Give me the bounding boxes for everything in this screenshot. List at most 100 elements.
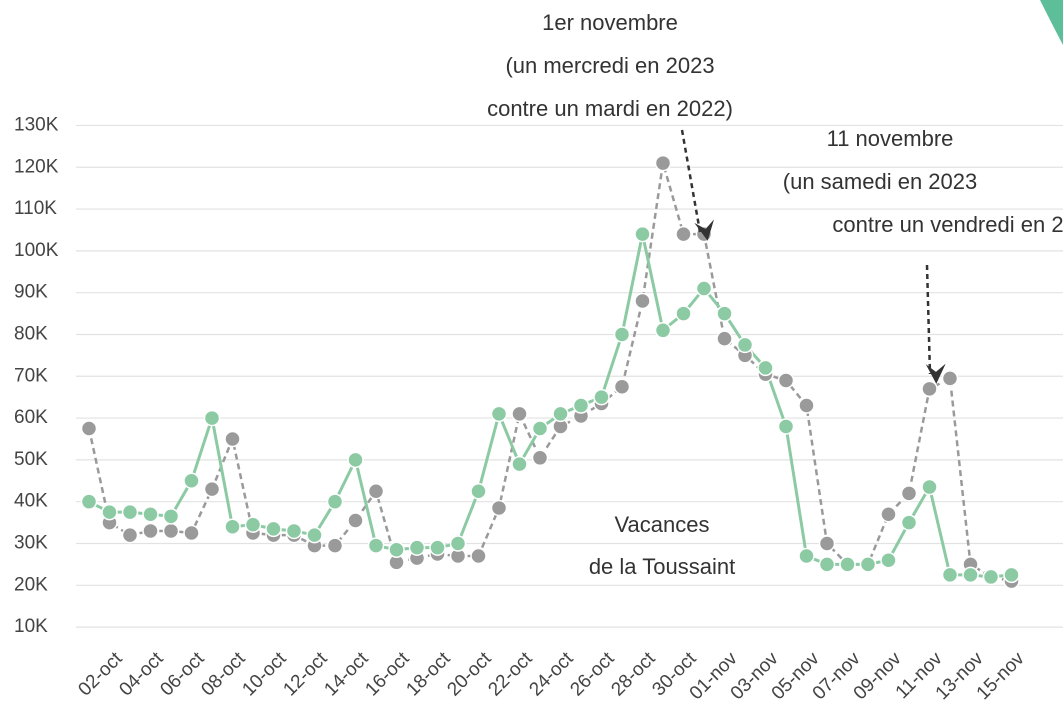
annotation: (un mercredi en 2023 [505, 53, 714, 78]
data-point [183, 472, 200, 490]
data-point [162, 508, 180, 525]
data-point [511, 405, 528, 423]
data-point [921, 380, 938, 398]
data-point [900, 485, 918, 502]
data-point [183, 524, 200, 542]
x-tick-label: 10-oct [238, 648, 291, 701]
data-point [900, 514, 918, 531]
data-point [634, 225, 651, 243]
corner-decoration [1040, 0, 1063, 45]
data-point [634, 292, 651, 310]
y-tick-label: 110K [14, 198, 57, 219]
data-point [798, 397, 815, 414]
x-tick-label: 20-oct [443, 648, 496, 701]
annotation: contre un vendredi en 2023) [832, 212, 1063, 237]
x-tick-label: 22-oct [484, 648, 537, 701]
x-tick-label: 18-oct [402, 648, 455, 701]
x-tick-label: 09-nov [850, 648, 906, 704]
y-tick-label: 120K [14, 156, 59, 177]
data-point [265, 520, 282, 538]
data-point [593, 388, 610, 406]
x-tick-label: 02-oct [74, 648, 127, 701]
data-point [367, 482, 385, 500]
data-point [880, 505, 897, 523]
x-tick-label: 15-nov [973, 648, 1029, 704]
data-point [449, 535, 467, 552]
annotation: 1er novembre [542, 10, 678, 35]
data-point [531, 449, 549, 467]
data-point [982, 568, 1000, 586]
data-point [962, 566, 979, 584]
data-point [818, 535, 836, 552]
series-line [88, 233, 1012, 579]
data-point [101, 503, 118, 521]
x-tick-label: 26-oct [566, 648, 619, 701]
data-point [244, 516, 262, 533]
data-point [203, 480, 221, 498]
y-tick-label: 130K [14, 114, 59, 135]
y-tick-label: 70K [14, 365, 48, 386]
data-point [531, 420, 549, 437]
data-point [716, 330, 733, 347]
data-point [388, 541, 405, 559]
data-point [80, 420, 98, 437]
y-tick-label: 40K [14, 491, 48, 512]
arrow [680, 129, 715, 241]
data-point [880, 551, 897, 569]
data-point [552, 405, 569, 423]
y-tick-label: 20K [14, 574, 48, 595]
x-tick-label: 24-oct [525, 648, 578, 701]
y-tick-label: 100K [14, 240, 59, 261]
data-point [142, 505, 159, 523]
data-point [326, 537, 344, 554]
annotation: de la Toussaint [589, 554, 735, 579]
x-tick-label: 12-oct [279, 648, 332, 701]
x-tick-label: 14-oct [320, 648, 373, 701]
data-point [859, 556, 877, 573]
data-point [224, 518, 241, 536]
data-point [121, 526, 139, 544]
data-point [470, 482, 487, 500]
arrow [925, 264, 946, 384]
annotation: contre un mardi en 2022) [487, 96, 733, 121]
data-point [511, 455, 528, 473]
y-tick-label: 50K [14, 449, 48, 470]
x-tick-label: 08-oct [197, 648, 250, 701]
annotation: 11 novembre [827, 126, 954, 151]
data-point [675, 225, 692, 243]
data-point [326, 493, 344, 510]
data-point [736, 336, 754, 354]
x-tick-label: 04-oct [115, 648, 168, 701]
data-point [654, 322, 672, 339]
data-point [839, 556, 856, 573]
data-point [818, 556, 836, 573]
annotation: (un samedi en 2023 [783, 169, 977, 194]
data-point [142, 522, 159, 540]
data-point [613, 326, 631, 343]
data-point [695, 280, 713, 297]
data-point [162, 522, 180, 540]
data-point [408, 539, 426, 556]
data-point [716, 305, 733, 322]
data-point [1003, 566, 1020, 584]
data-point [285, 522, 303, 540]
data-point [941, 566, 959, 584]
y-tick-label: 30K [14, 533, 48, 554]
x-tick-label: 16-oct [361, 648, 414, 701]
data-point [203, 409, 221, 427]
data-point [490, 405, 508, 423]
data-point [80, 493, 98, 510]
data-point [470, 547, 487, 565]
x-tick-label: 06-oct [156, 648, 209, 701]
data-point [572, 397, 590, 414]
data-point [777, 372, 795, 389]
y-tick-label: 60K [14, 407, 48, 428]
data-point [429, 539, 446, 556]
data-point [777, 418, 795, 435]
data-point [367, 537, 385, 554]
data-point [941, 370, 959, 387]
data-point [347, 451, 364, 469]
data-point [675, 305, 692, 322]
data-point [490, 499, 508, 517]
